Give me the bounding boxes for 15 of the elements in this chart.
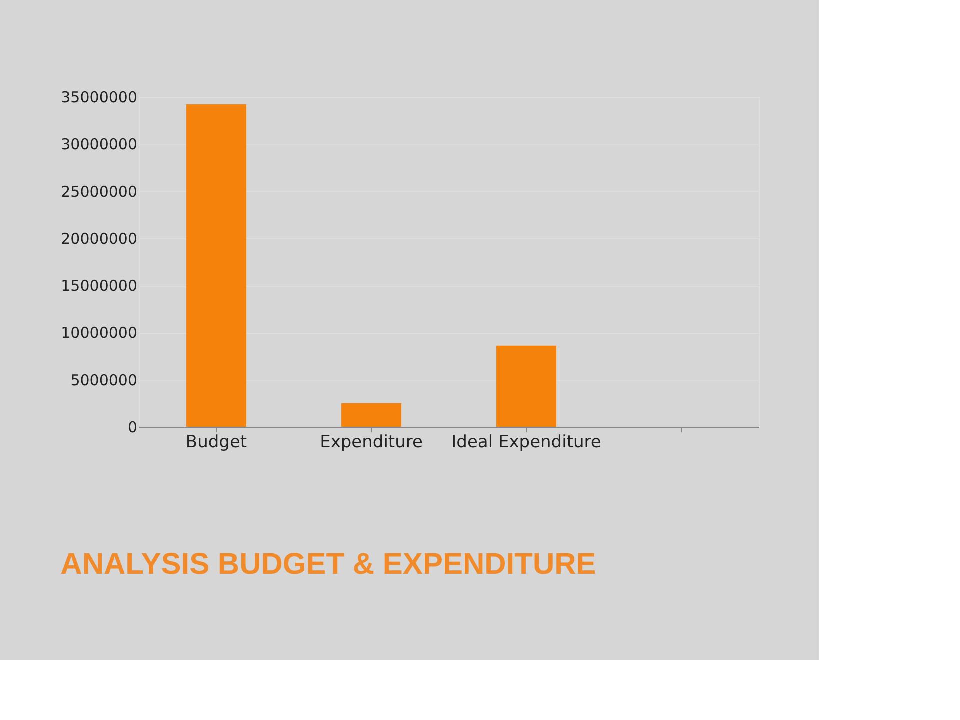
y-tick-label: 20000000 [61,230,138,248]
y-tick-label: 30000000 [61,136,138,154]
y-tick-label: 35000000 [61,88,138,106]
y-tick-label: 10000000 [61,324,138,342]
bar [496,346,556,427]
bar [186,104,246,427]
bar [342,403,402,427]
y-tick-label: 25000000 [61,182,138,201]
text: ANALYSIS BUDGET & EXPENDITURE [60,548,596,581]
x-tick-label: Expenditure [320,432,423,452]
y-tick-label: 15000000 [61,277,138,296]
y-tick-label: 5000000 [70,371,138,390]
x-tick-label: Ideal Expenditure [452,432,602,452]
y-tick-label: 0 [128,418,138,436]
x-tick-label: Budget [186,432,248,452]
